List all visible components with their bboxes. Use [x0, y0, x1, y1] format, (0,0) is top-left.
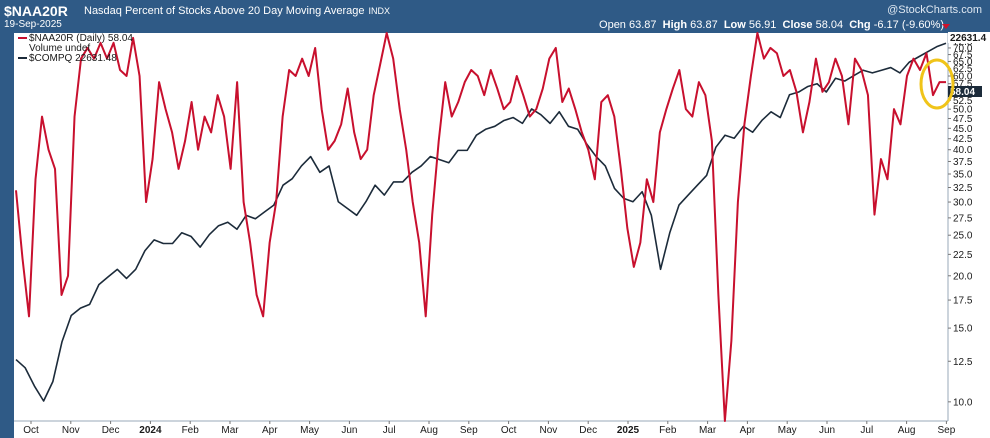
chg-label: Chg	[849, 19, 871, 31]
y-axis-area	[948, 33, 990, 421]
y-tick-label: 62.5	[953, 64, 973, 75]
chg-value: -6.17 (-9.60%)	[873, 19, 944, 31]
y-tick-label: 20.0	[953, 271, 973, 282]
symbol-description: Nasdaq Percent of Stocks Above 20 Day Mo…	[84, 5, 390, 17]
high-value: 63.87	[690, 19, 718, 31]
x-tick-label: Jul	[860, 425, 873, 436]
y-tick-label: 25.0	[953, 231, 973, 242]
y-tick-label: 15.0	[953, 324, 973, 335]
x-tick-label: Dec	[102, 425, 120, 436]
x-axis-area	[14, 421, 990, 438]
x-tick-label: Oct	[501, 425, 517, 436]
high-label: High	[662, 19, 688, 31]
x-tick-label: Apr	[740, 425, 756, 436]
x-tick-label: Jun	[819, 425, 835, 436]
y-tick-label: 45.0	[953, 124, 973, 135]
brand-watermark: @StockCharts.com	[887, 4, 982, 16]
y-tick-label: 50.0	[953, 105, 973, 116]
y-tick-label: 27.5	[953, 213, 973, 224]
x-tick-label: May	[300, 425, 319, 436]
x-tick-label: Mar	[221, 425, 239, 436]
y-tick-label: 65.0	[953, 57, 973, 68]
naa20r-last-value: 58.04	[950, 87, 975, 98]
low-value: 56.91	[748, 19, 777, 31]
symbol-title: $NAA20R	[4, 3, 68, 19]
y-tick-label: 47.5	[953, 114, 973, 125]
naa20r-last-tag: 58.04	[948, 86, 982, 98]
open-label: Open	[599, 19, 626, 31]
naa20r-last-tag-bg	[948, 86, 982, 97]
x-tick-label: Nov	[62, 425, 80, 436]
y-tick-label: 22.5	[953, 250, 973, 261]
compq-last-value: 22631.4	[950, 33, 987, 44]
ohlc-readout: Open 63.87 High 63.87 Low 56.91 Close 58…	[599, 19, 944, 31]
open-value: 63.87	[629, 19, 657, 31]
y-tick-label: 40.0	[953, 145, 973, 156]
legend: $NAA20R (Daily) 58.04 Volume undef $COMP…	[18, 33, 133, 64]
y-tick-label: 52.5	[953, 96, 973, 107]
description-text: Nasdaq Percent of Stocks Above 20 Day Mo…	[84, 5, 365, 17]
low-label: Low	[723, 19, 746, 31]
legend-compq: $COMPQ 22631.48	[29, 53, 117, 64]
x-tick-label: Sep	[460, 425, 478, 436]
y-tick-label: 37.5	[953, 157, 973, 168]
legend-naa20r: $NAA20R (Daily) 58.04	[29, 33, 133, 44]
chart-date: 19-Sep-2025	[4, 19, 62, 30]
x-tick-label: Aug	[898, 425, 916, 436]
x-tick-label: 2024	[139, 425, 162, 436]
y-tick-label: 30.0	[953, 198, 973, 209]
y-tick-label: 70.0	[953, 43, 973, 54]
y-tick-label: 32.5	[953, 183, 973, 194]
compq-last-tag-bg	[948, 32, 990, 43]
close-label: Close	[782, 19, 813, 31]
compq-line	[15, 42, 947, 402]
legend-volume: Volume undef	[29, 43, 90, 54]
compq-last-tag: 22631.4	[948, 32, 990, 44]
naa20r-line	[15, 32, 946, 422]
x-tick-label: Dec	[579, 425, 597, 436]
x-tick-label: Sep	[938, 425, 956, 436]
y-tick-label: 12.5	[953, 357, 973, 368]
y-tick-label: 10.0	[953, 397, 973, 408]
highlight-circle	[919, 58, 955, 110]
x-tick-label: Jun	[341, 425, 357, 436]
x-tick-label: May	[778, 425, 797, 436]
y-tick-label: 60.0	[953, 71, 973, 82]
exchange-label: INDX	[368, 6, 390, 16]
x-tick-label: Feb	[182, 425, 200, 436]
x-tick-label: Feb	[659, 425, 677, 436]
y-tick-label: 17.5	[953, 296, 973, 307]
plot-area	[14, 33, 948, 421]
x-tick-label: Jul	[383, 425, 396, 436]
y-tick-label: 42.5	[953, 134, 973, 145]
y-tick-label: 35.0	[953, 170, 973, 181]
x-tick-label: Apr	[262, 425, 278, 436]
x-tick-label: 2025	[617, 425, 640, 436]
x-tick-label: Aug	[420, 425, 438, 436]
x-tick-label: Nov	[540, 425, 558, 436]
y-tick-label: 57.5	[953, 79, 973, 90]
x-tick-label: Mar	[699, 425, 717, 436]
down-arrow-icon	[942, 24, 950, 29]
close-value: 58.04	[815, 19, 844, 31]
y-tick-label: 67.5	[953, 50, 973, 61]
x-tick-label: Oct	[23, 425, 39, 436]
